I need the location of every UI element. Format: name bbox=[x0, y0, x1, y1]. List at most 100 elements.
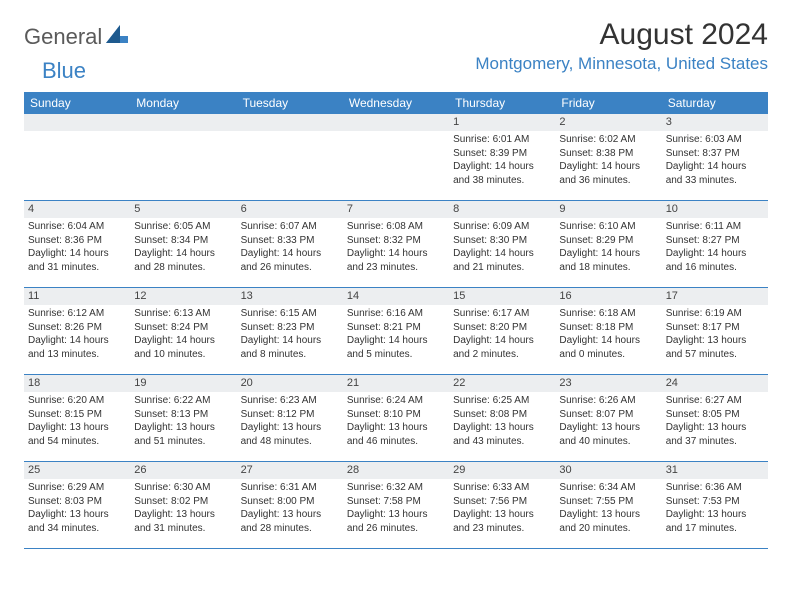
day-details: Sunrise: 6:10 AMSunset: 8:29 PMDaylight:… bbox=[555, 218, 661, 278]
day-detail-line: Sunrise: 6:12 AM bbox=[28, 307, 126, 321]
day-detail-line: Sunrise: 6:02 AM bbox=[559, 133, 657, 147]
day-number: 20 bbox=[237, 375, 343, 392]
day-number: 24 bbox=[662, 375, 768, 392]
day-detail-line: Daylight: 14 hours and 2 minutes. bbox=[453, 334, 551, 361]
day-number: 3 bbox=[662, 114, 768, 131]
calendar-day-cell: 4Sunrise: 6:04 AMSunset: 8:36 PMDaylight… bbox=[24, 201, 130, 287]
day-detail-line: Sunrise: 6:32 AM bbox=[347, 481, 445, 495]
day-detail-line: Sunrise: 6:23 AM bbox=[241, 394, 339, 408]
calendar-day-cell: 31Sunrise: 6:36 AMSunset: 7:53 PMDayligh… bbox=[662, 462, 768, 548]
calendar-day-cell: 1Sunrise: 6:01 AMSunset: 8:39 PMDaylight… bbox=[449, 114, 555, 200]
day-detail-line: Daylight: 14 hours and 16 minutes. bbox=[666, 247, 764, 274]
calendar-day-cell: 23Sunrise: 6:26 AMSunset: 8:07 PMDayligh… bbox=[555, 375, 661, 461]
day-detail-line: Daylight: 14 hours and 38 minutes. bbox=[453, 160, 551, 187]
day-detail-line: Daylight: 14 hours and 21 minutes. bbox=[453, 247, 551, 274]
calendar-day-cell bbox=[343, 114, 449, 200]
day-number: 29 bbox=[449, 462, 555, 479]
day-details: Sunrise: 6:20 AMSunset: 8:15 PMDaylight:… bbox=[24, 392, 130, 452]
day-number: 27 bbox=[237, 462, 343, 479]
weekday-header: Monday bbox=[130, 92, 236, 114]
day-detail-line: Sunrise: 6:13 AM bbox=[134, 307, 232, 321]
day-detail-line: Sunset: 8:18 PM bbox=[559, 321, 657, 335]
calendar-day-cell: 5Sunrise: 6:05 AMSunset: 8:34 PMDaylight… bbox=[130, 201, 236, 287]
day-details: Sunrise: 6:19 AMSunset: 8:17 PMDaylight:… bbox=[662, 305, 768, 365]
day-number: 17 bbox=[662, 288, 768, 305]
day-number: 9 bbox=[555, 201, 661, 218]
calendar-day-cell: 9Sunrise: 6:10 AMSunset: 8:29 PMDaylight… bbox=[555, 201, 661, 287]
logo-sail-icon bbox=[106, 25, 128, 50]
calendar-day-cell: 19Sunrise: 6:22 AMSunset: 8:13 PMDayligh… bbox=[130, 375, 236, 461]
day-number: 5 bbox=[130, 201, 236, 218]
day-details: Sunrise: 6:05 AMSunset: 8:34 PMDaylight:… bbox=[130, 218, 236, 278]
day-detail-line: Sunset: 7:53 PM bbox=[666, 495, 764, 509]
day-details: Sunrise: 6:12 AMSunset: 8:26 PMDaylight:… bbox=[24, 305, 130, 365]
day-number: 2 bbox=[555, 114, 661, 131]
day-detail-line: Sunset: 8:20 PM bbox=[453, 321, 551, 335]
day-details bbox=[237, 131, 343, 137]
day-detail-line: Sunrise: 6:19 AM bbox=[666, 307, 764, 321]
day-detail-line: Daylight: 14 hours and 31 minutes. bbox=[28, 247, 126, 274]
day-detail-line: Sunset: 8:15 PM bbox=[28, 408, 126, 422]
day-detail-line: Daylight: 14 hours and 5 minutes. bbox=[347, 334, 445, 361]
month-title: August 2024 bbox=[475, 18, 768, 52]
calendar-day-cell: 3Sunrise: 6:03 AMSunset: 8:37 PMDaylight… bbox=[662, 114, 768, 200]
day-detail-line: Sunrise: 6:33 AM bbox=[453, 481, 551, 495]
calendar-week-row: 25Sunrise: 6:29 AMSunset: 8:03 PMDayligh… bbox=[24, 462, 768, 549]
calendar-day-cell: 7Sunrise: 6:08 AMSunset: 8:32 PMDaylight… bbox=[343, 201, 449, 287]
day-detail-line: Sunrise: 6:10 AM bbox=[559, 220, 657, 234]
day-number: 11 bbox=[24, 288, 130, 305]
day-details: Sunrise: 6:15 AMSunset: 8:23 PMDaylight:… bbox=[237, 305, 343, 365]
day-detail-line: Sunrise: 6:20 AM bbox=[28, 394, 126, 408]
day-number: 28 bbox=[343, 462, 449, 479]
day-number bbox=[130, 114, 236, 131]
day-details: Sunrise: 6:36 AMSunset: 7:53 PMDaylight:… bbox=[662, 479, 768, 539]
day-detail-line: Sunset: 8:38 PM bbox=[559, 147, 657, 161]
day-detail-line: Sunset: 8:00 PM bbox=[241, 495, 339, 509]
day-number: 10 bbox=[662, 201, 768, 218]
day-details: Sunrise: 6:29 AMSunset: 8:03 PMDaylight:… bbox=[24, 479, 130, 539]
calendar-page: General August 2024 Montgomery, Minnesot… bbox=[0, 0, 792, 567]
day-detail-line: Sunset: 8:03 PM bbox=[28, 495, 126, 509]
day-number: 26 bbox=[130, 462, 236, 479]
day-detail-line: Sunrise: 6:03 AM bbox=[666, 133, 764, 147]
day-detail-line: Daylight: 13 hours and 17 minutes. bbox=[666, 508, 764, 535]
day-details bbox=[24, 131, 130, 137]
day-number bbox=[343, 114, 449, 131]
day-detail-line: Daylight: 14 hours and 8 minutes. bbox=[241, 334, 339, 361]
day-detail-line: Daylight: 14 hours and 0 minutes. bbox=[559, 334, 657, 361]
day-detail-line: Daylight: 13 hours and 40 minutes. bbox=[559, 421, 657, 448]
day-number: 30 bbox=[555, 462, 661, 479]
day-detail-line: Sunrise: 6:18 AM bbox=[559, 307, 657, 321]
day-detail-line: Sunset: 8:32 PM bbox=[347, 234, 445, 248]
day-details: Sunrise: 6:04 AMSunset: 8:36 PMDaylight:… bbox=[24, 218, 130, 278]
day-detail-line: Sunset: 8:34 PM bbox=[134, 234, 232, 248]
day-detail-line: Sunset: 8:10 PM bbox=[347, 408, 445, 422]
calendar-day-cell bbox=[237, 114, 343, 200]
calendar-day-cell: 20Sunrise: 6:23 AMSunset: 8:12 PMDayligh… bbox=[237, 375, 343, 461]
day-detail-line: Sunrise: 6:04 AM bbox=[28, 220, 126, 234]
day-detail-line: Sunrise: 6:11 AM bbox=[666, 220, 764, 234]
calendar-day-cell bbox=[24, 114, 130, 200]
day-detail-line: Sunset: 8:30 PM bbox=[453, 234, 551, 248]
calendar-day-cell: 26Sunrise: 6:30 AMSunset: 8:02 PMDayligh… bbox=[130, 462, 236, 548]
calendar-day-cell: 16Sunrise: 6:18 AMSunset: 8:18 PMDayligh… bbox=[555, 288, 661, 374]
day-details: Sunrise: 6:24 AMSunset: 8:10 PMDaylight:… bbox=[343, 392, 449, 452]
calendar-day-cell: 8Sunrise: 6:09 AMSunset: 8:30 PMDaylight… bbox=[449, 201, 555, 287]
calendar-week-row: 1Sunrise: 6:01 AMSunset: 8:39 PMDaylight… bbox=[24, 114, 768, 201]
day-details: Sunrise: 6:26 AMSunset: 8:07 PMDaylight:… bbox=[555, 392, 661, 452]
day-detail-line: Sunset: 8:13 PM bbox=[134, 408, 232, 422]
day-detail-line: Daylight: 14 hours and 33 minutes. bbox=[666, 160, 764, 187]
calendar-day-cell: 12Sunrise: 6:13 AMSunset: 8:24 PMDayligh… bbox=[130, 288, 236, 374]
weekday-header: Thursday bbox=[449, 92, 555, 114]
calendar-week-row: 18Sunrise: 6:20 AMSunset: 8:15 PMDayligh… bbox=[24, 375, 768, 462]
day-detail-line: Sunrise: 6:09 AM bbox=[453, 220, 551, 234]
day-detail-line: Sunset: 8:33 PM bbox=[241, 234, 339, 248]
day-detail-line: Sunset: 8:02 PM bbox=[134, 495, 232, 509]
calendar-day-cell: 25Sunrise: 6:29 AMSunset: 8:03 PMDayligh… bbox=[24, 462, 130, 548]
day-number bbox=[24, 114, 130, 131]
day-detail-line: Daylight: 13 hours and 23 minutes. bbox=[453, 508, 551, 535]
day-details: Sunrise: 6:03 AMSunset: 8:37 PMDaylight:… bbox=[662, 131, 768, 191]
day-detail-line: Daylight: 13 hours and 48 minutes. bbox=[241, 421, 339, 448]
calendar-day-cell: 24Sunrise: 6:27 AMSunset: 8:05 PMDayligh… bbox=[662, 375, 768, 461]
day-details bbox=[130, 131, 236, 137]
